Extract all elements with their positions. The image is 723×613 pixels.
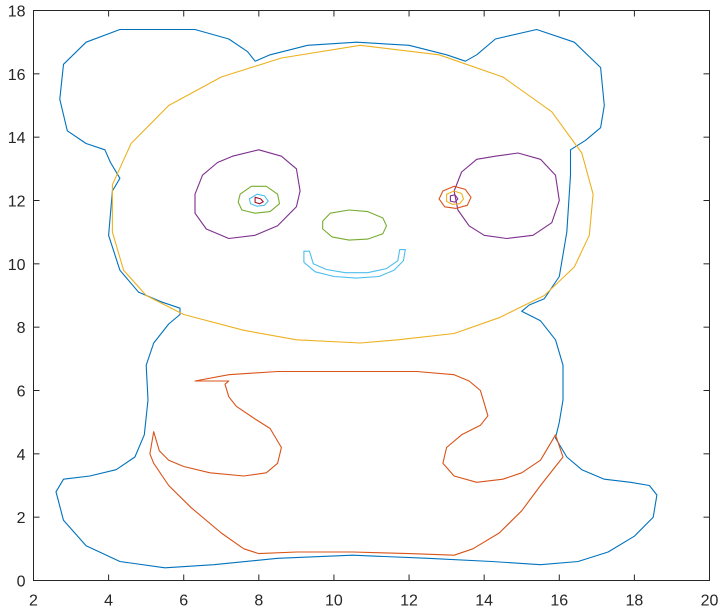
y-tick-label: 18 bbox=[8, 4, 26, 21]
x-tick-label: 8 bbox=[254, 593, 263, 610]
contour-line-10 bbox=[446, 190, 465, 205]
y-tick-label: 6 bbox=[17, 384, 26, 401]
y-tick-label: 2 bbox=[17, 510, 26, 527]
x-tick-label: 20 bbox=[701, 593, 719, 610]
contour-line-8 bbox=[254, 196, 264, 205]
axes-box bbox=[33, 10, 710, 581]
y-tick-label: 12 bbox=[8, 194, 26, 211]
x-tick-label: 2 bbox=[29, 593, 38, 610]
x-tick-label: 10 bbox=[325, 593, 343, 610]
x-tick-label: 6 bbox=[179, 593, 188, 610]
x-tick-label: 14 bbox=[475, 593, 493, 610]
contour-line-5 bbox=[453, 152, 560, 240]
contour-line-2 bbox=[149, 370, 564, 556]
contour-line-9 bbox=[438, 185, 472, 209]
y-tick-label: 16 bbox=[8, 67, 26, 84]
contour-line-11 bbox=[449, 194, 459, 203]
x-tick-label: 16 bbox=[550, 593, 568, 610]
y-tick-label: 10 bbox=[8, 257, 26, 274]
x-tick-label: 12 bbox=[400, 593, 418, 610]
contour-line-1 bbox=[55, 28, 658, 569]
y-tick-label: 4 bbox=[17, 447, 26, 464]
contour-lines bbox=[55, 28, 658, 569]
x-tick-label: 4 bbox=[104, 593, 113, 610]
contour-line-12 bbox=[322, 209, 388, 241]
axis-ticks bbox=[33, 10, 710, 581]
contour-line-3 bbox=[111, 44, 594, 344]
contour-line-4 bbox=[194, 149, 301, 240]
x-tick-labels: 2 4 6 8 10 12 14 16 18 20 bbox=[29, 593, 718, 610]
contour-line-13 bbox=[303, 249, 406, 279]
y-tick-label: 8 bbox=[17, 320, 26, 337]
y-tick-labels: 0 2 4 6 8 10 12 14 16 18 bbox=[8, 4, 26, 591]
y-tick-label: 14 bbox=[8, 130, 26, 147]
contour-line-7 bbox=[248, 193, 269, 207]
contour-line-6 bbox=[237, 185, 281, 214]
y-tick-label: 0 bbox=[17, 574, 26, 591]
x-tick-label: 18 bbox=[625, 593, 643, 610]
